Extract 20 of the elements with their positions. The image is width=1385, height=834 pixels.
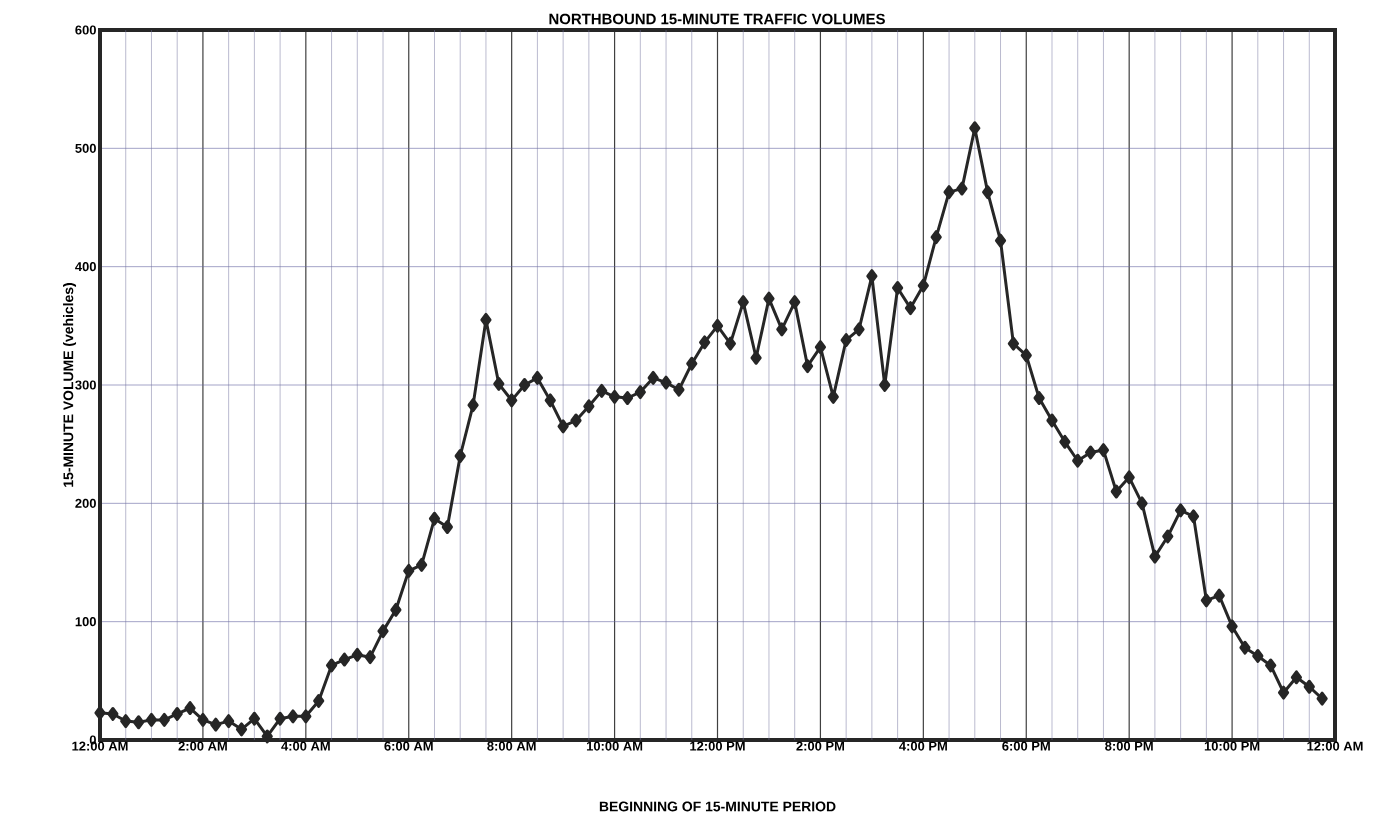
x-tick-label: 4:00 PM bbox=[899, 741, 947, 751]
x-tick-label: 10:00 AM bbox=[586, 741, 643, 751]
chart-title: NORTHBOUND 15-MINUTE TRAFFIC VOLUMES bbox=[549, 13, 885, 25]
x-tick-label: 4:00 AM bbox=[281, 741, 330, 751]
x-tick-label: 10:00 PM bbox=[1204, 741, 1260, 751]
x-tick-label: 6:00 PM bbox=[1002, 741, 1050, 751]
y-tick-label: 600 bbox=[75, 25, 96, 35]
x-tick-label: 2:00 AM bbox=[178, 741, 227, 751]
x-tick-label: 8:00 PM bbox=[1105, 741, 1153, 751]
x-axis-title: BEGINNING OF 15-MINUTE PERIOD bbox=[599, 801, 836, 812]
y-tick-label: 300 bbox=[75, 380, 96, 390]
y-tick-label: 100 bbox=[75, 617, 96, 627]
y-tick-label: 500 bbox=[75, 143, 96, 153]
x-tick-label: 2:00 PM bbox=[796, 741, 845, 751]
x-tick-label: 12:00 AM bbox=[1307, 741, 1363, 751]
y-tick-label: 400 bbox=[75, 262, 96, 272]
x-tick-label: 6:00 AM bbox=[384, 741, 433, 751]
x-tick-label: 8:00 AM bbox=[487, 741, 536, 751]
y-tick-label: 200 bbox=[75, 498, 96, 508]
x-tick-label: 12:00 PM bbox=[690, 741, 745, 751]
